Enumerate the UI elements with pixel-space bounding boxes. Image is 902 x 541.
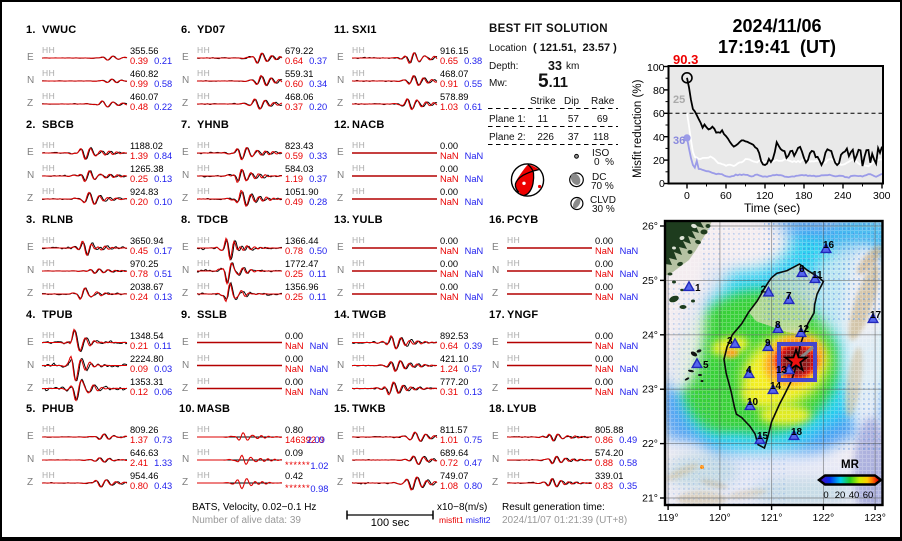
svg-text:16: 16: [823, 240, 835, 251]
svg-text:24°: 24°: [642, 329, 658, 341]
svg-text:20: 20: [835, 490, 846, 501]
svg-text:15: 15: [757, 431, 769, 442]
svg-text:6: 6: [799, 264, 805, 275]
svg-text:18: 18: [791, 427, 803, 438]
svg-text:MR: MR: [841, 459, 860, 471]
svg-text:11: 11: [812, 270, 823, 281]
svg-text:0: 0: [823, 490, 828, 501]
svg-text:23°: 23°: [642, 384, 658, 396]
svg-text:22°: 22°: [642, 438, 658, 450]
svg-text:2: 2: [761, 285, 767, 296]
svg-text:8: 8: [775, 320, 781, 331]
svg-text:122°: 122°: [813, 512, 835, 524]
svg-text:7: 7: [786, 291, 792, 302]
svg-text:120°: 120°: [709, 512, 731, 524]
svg-text:12: 12: [798, 324, 810, 335]
svg-text:26°: 26°: [642, 221, 658, 233]
svg-text:14: 14: [770, 381, 782, 392]
svg-text:3: 3: [727, 336, 733, 347]
svg-text:17: 17: [870, 310, 882, 321]
svg-text:121°: 121°: [761, 512, 783, 524]
svg-text:123°: 123°: [864, 512, 886, 524]
svg-text:60: 60: [863, 490, 874, 501]
svg-text:25°: 25°: [642, 275, 658, 287]
svg-text:10: 10: [747, 397, 759, 408]
svg-text:13: 13: [776, 365, 788, 376]
svg-text:5: 5: [703, 360, 709, 371]
svg-text:40: 40: [849, 490, 860, 501]
svg-text:4: 4: [746, 365, 752, 376]
svg-text:9: 9: [765, 338, 771, 349]
svg-text:1: 1: [695, 283, 701, 294]
svg-text:21°: 21°: [642, 493, 658, 505]
svg-text:119°: 119°: [658, 512, 679, 524]
